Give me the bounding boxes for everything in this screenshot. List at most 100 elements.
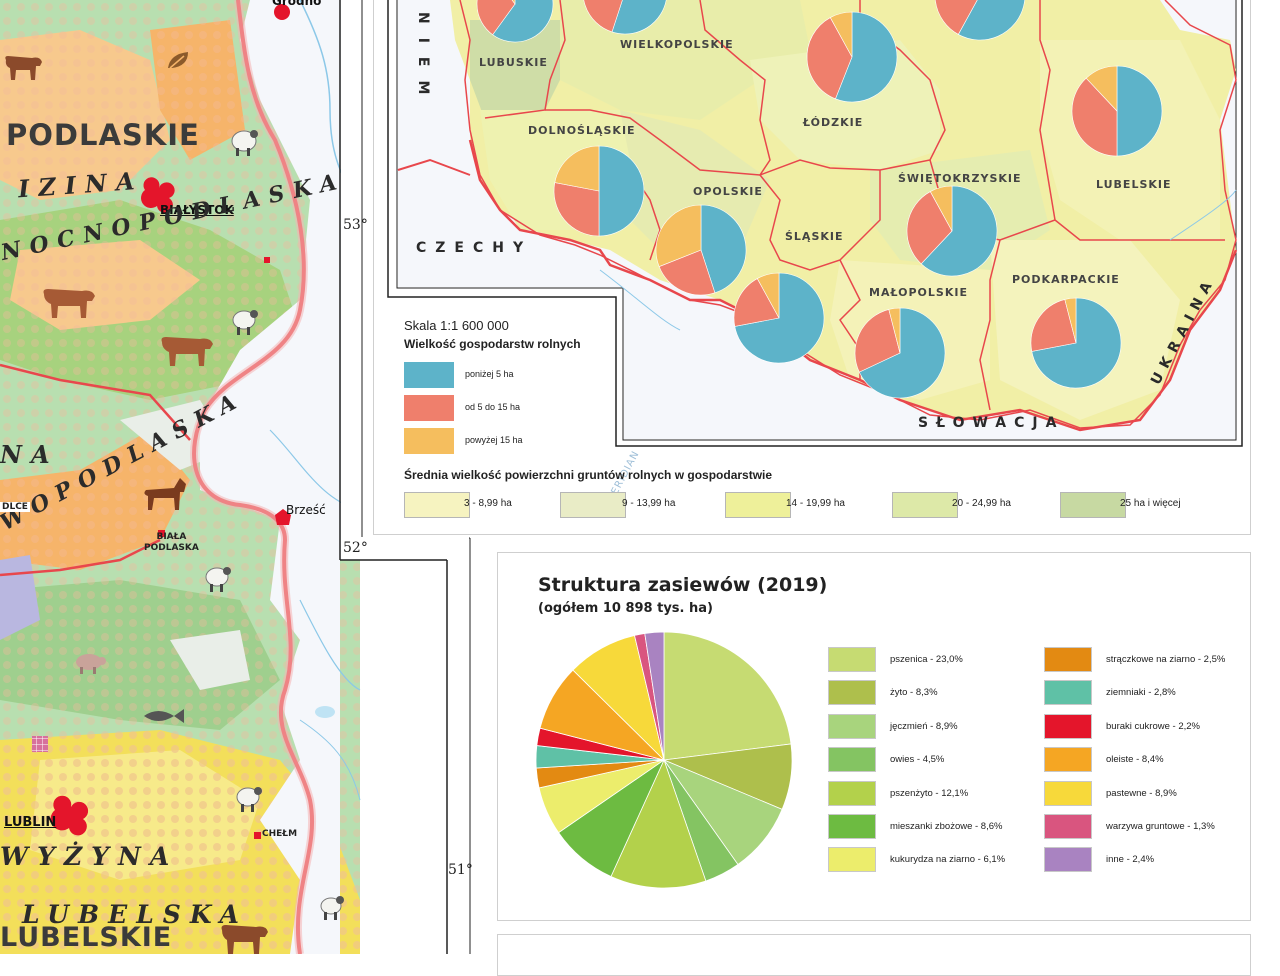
legend-swatch-6 [828,847,876,873]
sheep-icon [230,305,260,341]
chart-title: Struktura zasiewów (2019) [538,574,828,596]
legend-swatch-13 [1044,847,1092,873]
sheep-icon [203,562,233,598]
farm-label-small: poniżej 5 ha [465,369,514,379]
legend-label-13: inne - 2,4% [1106,854,1155,866]
voiv-pie-podkarpackie-1 [1030,299,1077,352]
city-chelm: CHEŁM [262,829,298,839]
legend-swatch-4 [828,780,876,806]
latitude-53: 53° [343,217,368,233]
area-swatch-3 [725,492,791,518]
voiv-pie-lubelskie-1 [1071,77,1118,157]
landform-lubelska: LUBELSKA [22,900,248,929]
country-niemcy: NIEM [415,12,431,109]
sheep-icon [228,124,260,162]
voiv-pie-swietokrzyskie-2 [929,185,953,232]
voiv-lodzkie: ŁÓDZKIE [803,116,864,129]
legend-label-9: buraki cukrowe - 2,2% [1106,720,1200,732]
latitude-52: 52° [343,540,368,556]
voiv-slaskie: ŚLĄSKIE [785,230,844,243]
legend-label-4: pszenżyto - 12,1% [890,787,969,799]
voiv-pie-slaskie-0 [734,272,825,364]
region-lubelskie: LUBELSKIE [0,922,173,953]
voiv-pie-malopolskie-1 [854,309,901,373]
farm-label-large: powyżej 15 ha [465,435,523,445]
farm-swatch-large [404,428,454,454]
voiv-pie-wielkopolskie-a-0 [492,0,554,43]
sheep-icon [234,782,264,818]
farm-label-medium: od 5 do 15 ha [465,402,521,412]
area-label-1: 3 - 8,99 ha [464,498,512,509]
legend-label-3: owies - 4,5% [890,754,945,766]
voiv-pie-swietokrzyskie-1 [906,191,953,265]
legend-swatch-11 [1044,780,1092,806]
voiv-pie-mazowieckie-0 [957,0,1025,41]
farm-swatch-small [404,362,454,388]
area-swatch-1 [404,492,470,518]
region-podlaskie: PODLASKIE [6,118,200,152]
voiv-dolnoslaskie: DOLNOŚLĄSKIE [528,124,636,137]
voiv-opolskie: OPOLSKIE [693,185,763,198]
chart-subtitle: (ogółem 10 898 tys. ha) [538,601,713,616]
farm-legend-title: Wielkość gospodarstw rolnych [404,337,581,351]
area-legend-title: Średnia wielkość powierzchni gruntów rol… [404,468,773,482]
voiv-wielkopolskie: WIELKOPOLSKIE [620,38,734,51]
legend-label-8: ziemniaki - 2,8% [1106,687,1176,699]
legend-label-11: pastewne - 8,9% [1106,787,1177,799]
city-grodno: Grodno [272,0,322,8]
leaf-icon [166,50,192,76]
voiv-swietokrzyskie: ŚWIĘTOKRZYSKIE [898,172,1022,185]
legend-swatch-0 [828,647,876,672]
voiv-pie-lodzkie-2 [829,11,853,58]
voivodeship-pies [476,0,1163,399]
voiv-pie-wielkopolskie-b-0 [611,0,667,35]
city-brzesc: Brześć [286,503,326,517]
fish-icon [140,706,188,730]
pig-icon [72,650,108,680]
area-label-4: 20 - 24,99 ha [952,498,1011,509]
voiv-pie-podkarpackie-0 [1031,297,1122,389]
legend-label-7: strączkowe na ziarno - 2,5% [1106,654,1226,665]
area-label-5: 25 ha i więcej [1120,498,1181,509]
voiv-pie-wielkopolskie-b-1 [583,0,623,33]
legend-label-6: kukurydza na ziarno - 6,1% [890,854,1006,866]
map-canvas [0,0,471,954]
cow-icon [158,332,216,372]
city-siedlce: DLCE [0,502,30,512]
city-lublin: LUBLIN [4,815,57,830]
city-bialystok: BIAŁYSTOK [160,203,234,217]
cow-icon [2,52,44,86]
voiv-pie-lubelskie-2 [1085,65,1118,112]
legend-swatch-8 [1044,680,1092,706]
voiv-pie-swietokrzyskie-0 [920,185,998,277]
cow-icon [40,284,98,324]
voiv-pie-slaskie-2 [756,272,780,319]
landform-na: NA [0,440,59,469]
voiv-malopolskie: MAŁOPOLSKIE [869,286,968,299]
legend-label-2: jęczmień - 8,9% [890,720,958,732]
legend-label-5: mieszanki zbożowe - 8,6% [890,821,1003,832]
legend-swatch-12 [1044,814,1092,839]
legend-swatch-3 [828,747,876,773]
voiv-pie-dolnoslaskie-1 [553,182,600,237]
legend-swatch-9 [1044,713,1092,739]
voiv-pie-lodzkie-0 [835,11,898,103]
area-label-2: 9 - 13,99 ha [622,498,676,509]
voiv-pie-opolskie-0 [700,204,747,294]
pie-slice-0 [663,631,792,761]
voiv-pie-podkarpackie-2 [1064,297,1077,344]
area-swatch-2 [560,492,626,518]
sheep-icon [318,892,346,926]
voiv-pie-wielkopolskie-a-1 [476,0,516,36]
crop-pie-chart [535,631,793,889]
country-slowacja: SŁOWACJA [918,415,1065,431]
legend-label-12: warzywa gruntowe - 1,3% [1106,821,1215,832]
voiv-pie-lubelskie-0 [1116,65,1163,157]
legend-label-1: żyto - 8,3% [890,687,938,699]
voiv-pie-opolskie-2 [655,204,702,267]
scale-label: Skala 1:1 600 000 [404,318,509,333]
voiv-lubuskie: LUBUSKIE [479,56,548,69]
country-czechy: CZECHY [416,240,533,256]
voiv-pie-malopolskie-2 [888,307,901,354]
legend-swatch-10 [1044,747,1092,773]
